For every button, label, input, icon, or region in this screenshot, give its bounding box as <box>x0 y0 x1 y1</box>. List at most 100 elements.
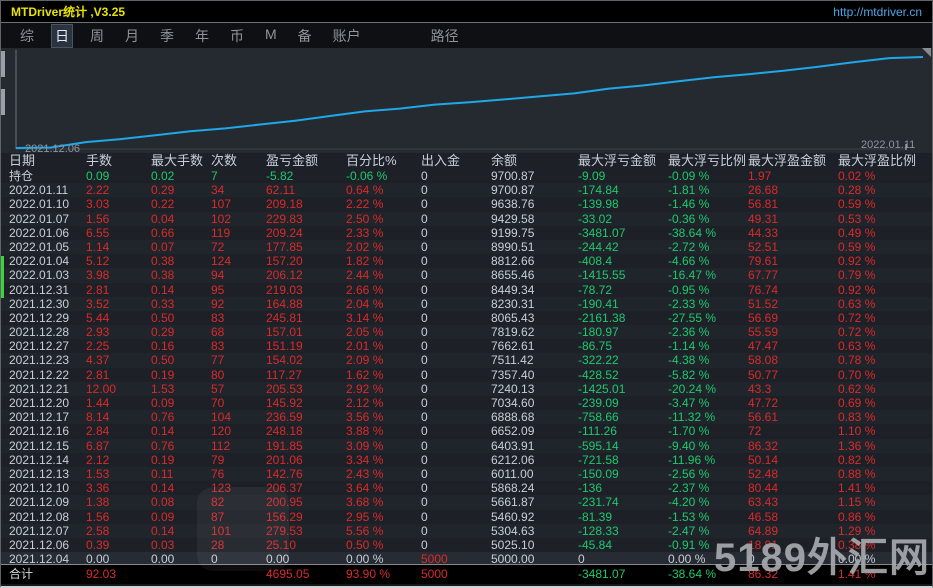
table-row[interactable]: 2022.01.05 1.14 0.07 72 177.85 2.02 % 0 8990.51… <box>1 239 932 255</box>
cell: -2.56 % <box>668 466 710 481</box>
cell: 0.38 <box>151 268 175 283</box>
table-row[interactable]: 2021.12.29 5.44 0.50 83 245.81 3.14 % 0 8065.43… <box>1 311 932 325</box>
left-edge-handle-bottom[interactable] <box>1 89 5 115</box>
menu-item-币[interactable]: 币 <box>230 27 244 44</box>
cell: -1.14 % <box>668 339 710 354</box>
table-row[interactable]: 2021.12.16 2.84 0.14 120 248.18 3.88 % 0 6652.0… <box>1 424 932 438</box>
menu-item-季[interactable]: 季 <box>160 27 174 44</box>
cell: -16.47 % <box>668 268 717 283</box>
cell: -33.02 <box>578 211 613 226</box>
cell: 0.14 <box>151 523 175 538</box>
table-row[interactable]: 2021.12.23 4.37 0.50 77 154.02 2.09 % 0 7511.42… <box>1 353 932 368</box>
cell: -1.70 % <box>668 424 710 439</box>
table-row[interactable]: 2022.01.10 3.03 0.22 107 209.18 2.22 % 0 9638.7… <box>1 197 932 211</box>
path-button[interactable]: 路径 <box>430 27 459 44</box>
menu-item-备[interactable]: 备 <box>297 27 312 44</box>
cell: 2021.12.14 <box>9 452 70 467</box>
table-row[interactable]: 2021.12.28 2.93 0.29 68 157.01 2.05 % 0 7819.62… <box>1 325 932 340</box>
cell: 209.18 <box>266 197 303 212</box>
cell: 72 <box>748 424 762 439</box>
menu-item-账户[interactable]: 账户 <box>332 27 361 44</box>
cell: -20.24 % <box>668 381 717 396</box>
table-row[interactable]: 2021.12.14 2.12 0.19 79 201.06 3.34 % 0 6212.06… <box>1 453 932 467</box>
cell: 0.72 % <box>838 325 876 340</box>
cell: 0.82 % <box>838 452 876 467</box>
table-row[interactable]: 2021.12.30 3.52 0.33 92 164.88 2.04 % 0 8230.31… <box>1 296 932 311</box>
table-row[interactable]: 2021.12.07 2.58 0.14 101 279.53 5.56 % 0 5304.6… <box>1 523 932 538</box>
menu-item-月[interactable]: 月 <box>125 27 139 44</box>
table-row[interactable]: 2021.12.08 1.56 0.09 87 156.29 2.95 % 0 5460.92… <box>1 510 932 524</box>
cell: 94 <box>211 268 225 283</box>
table-row[interactable]: 2021.12.09 1.38 0.08 82 200.95 3.68 % 0 5661.87… <box>1 495 932 510</box>
table-row[interactable]: 2022.01.03 3.98 0.38 94 206.12 2.44 % 0 8655.46… <box>1 268 932 283</box>
cell: 0.76 <box>151 410 175 425</box>
menu-item-年[interactable]: 年 <box>195 27 209 44</box>
cell: 2.58 <box>86 523 110 538</box>
cell: 2021.12.27 <box>9 339 70 354</box>
cell: 86.32 <box>748 438 779 453</box>
cell: -2.36 % <box>668 325 710 340</box>
menu-item-综[interactable]: 综 <box>20 27 34 44</box>
cell: 206.37 <box>266 481 303 496</box>
table-row[interactable]: 2022.01.11 2.22 0.29 34 62.11 0.64 % 0 9700.87 -… <box>1 183 932 198</box>
position-row[interactable]: 持仓 0.09 0.02 7 -5.82 -0.06 % 0 9700.87 -9.09 -0.0… <box>1 169 932 183</box>
table-row[interactable]: 2021.12.27 2.25 0.16 83 151.19 2.01 % 0 7662.61… <box>1 339 932 353</box>
cell: 1.29 % <box>838 523 876 538</box>
cell: 1.56 <box>86 509 110 524</box>
cell: 7819.62 <box>491 325 535 340</box>
cell: 8065.43 <box>491 310 535 325</box>
cell: 2022.01.11 <box>9 183 69 198</box>
cell: -2.33 % <box>668 296 710 311</box>
cell: 0 <box>421 509 428 524</box>
table-row[interactable]: 2021.12.31 2.81 0.14 95 219.03 2.66 % 0 8449.34… <box>1 283 932 297</box>
table-row[interactable]: 2021.12.13 1.53 0.11 76 142.76 2.43 % 0 6011.00… <box>1 466 932 482</box>
cell: 279.53 <box>266 523 303 538</box>
cell: 0.04 <box>151 211 175 226</box>
menu-item-M[interactable]: M <box>265 25 277 42</box>
cell: 0.92 % <box>838 254 876 269</box>
cell: 8230.31 <box>491 296 535 311</box>
cell: 5661.87 <box>491 495 535 510</box>
cell: -139.98 <box>578 197 619 212</box>
website-link[interactable]: http://mtdriver.cn <box>833 4 922 19</box>
cell: -758.66 <box>578 410 619 425</box>
cell: 2.84 <box>86 424 110 439</box>
cell: 151.19 <box>266 339 303 354</box>
cell: 2.92 % <box>346 381 384 396</box>
table-row[interactable]: 2021.12.04 0.00 0.00 0 0.00 0.00 % 5000 5000.00… <box>1 552 932 567</box>
table-row[interactable]: 2022.01.04 5.12 0.38 124 157.20 1.82 % 0 8812.6… <box>1 254 932 268</box>
table-row[interactable]: 2021.12.21 12.00 1.53 57 205.53 2.92 % 0 7240.1… <box>1 381 932 396</box>
menu-item-日[interactable]: 日 <box>51 23 73 48</box>
cell: 56.81 <box>748 197 779 212</box>
cell: 6.55 <box>86 225 110 240</box>
cell: 3.36 <box>86 481 110 496</box>
table-row[interactable]: 2021.12.10 3.36 0.14 123 206.37 3.64 % 0 5868.2… <box>1 481 932 495</box>
table-row[interactable]: 2022.01.07 1.56 0.04 102 229.83 2.50 % 0 9429.5… <box>1 211 932 226</box>
cell: 3.34 % <box>346 452 384 467</box>
table-row[interactable]: 2021.12.15 6.87 0.76 112 191.85 3.09 % 0 6403.9… <box>1 438 932 453</box>
cell: -128.33 <box>578 523 619 538</box>
column-header: 出入金 <box>421 153 461 168</box>
table-row[interactable]: 2021.12.22 2.81 0.19 80 117.27 1.62 % 0 7357.40… <box>1 368 932 382</box>
cell: 0.50 <box>151 353 175 368</box>
cell: 0 <box>211 552 218 567</box>
cell: 2021.12.31 <box>9 282 70 297</box>
cell: 5.44 <box>86 310 110 325</box>
left-edge-handle-top[interactable] <box>1 51 5 77</box>
table-row[interactable]: 2021.12.06 0.39 0.03 28 25.10 0.50 % 0 5025.10 -… <box>1 538 932 552</box>
cell: 245.81 <box>266 310 303 325</box>
table-row[interactable]: 2021.12.17 8.14 0.76 104 236.59 3.56 % 0 6888.6… <box>1 410 932 425</box>
table-row[interactable]: 2021.12.20 1.44 0.09 70 145.92 2.12 % 0 7034.60… <box>1 396 932 410</box>
cell: 209.24 <box>266 225 303 240</box>
cell: 102 <box>211 211 232 226</box>
cell: 51.52 <box>748 296 779 311</box>
table-row[interactable]: 2022.01.06 6.55 0.66 119 209.24 2.33 % 0 9199.7… <box>1 226 932 240</box>
resize-grip-icon[interactable] <box>922 48 931 57</box>
cell: -136 <box>578 481 603 496</box>
cell: 0.09 <box>86 169 110 183</box>
cell: 1.62 % <box>346 367 384 382</box>
menu-item-周[interactable]: 周 <box>90 27 104 44</box>
cell: 2021.12.08 <box>9 509 70 524</box>
cell: 0.29 <box>151 183 175 198</box>
cell: 101 <box>211 523 232 538</box>
